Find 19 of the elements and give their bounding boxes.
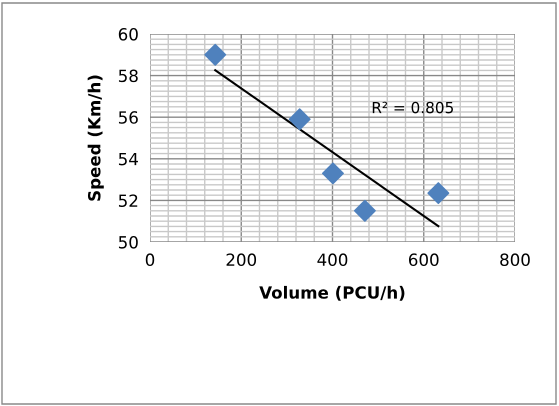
- x-axis-title: Volume (PCU/h): [259, 286, 404, 301]
- point: [204, 44, 226, 66]
- point: [288, 108, 311, 130]
- point: [354, 200, 376, 222]
- x-tick-label: 600: [409, 253, 439, 266]
- y-tick-label: 60: [118, 28, 138, 41]
- x-tick-label: 0: [146, 253, 154, 266]
- x-tick-label: 800: [500, 253, 530, 266]
- y-tick-label: 52: [118, 194, 138, 207]
- x-tick-label: 400: [317, 253, 348, 266]
- y-tick-label: 56: [118, 111, 138, 124]
- annotation: R² = 0.805: [372, 102, 453, 114]
- x-tick-label: 200: [226, 253, 256, 266]
- point: [322, 162, 344, 184]
- point: [427, 182, 450, 204]
- y-tick-label: 54: [118, 152, 138, 166]
- y-axis-title: Speed (Km/h): [88, 76, 104, 201]
- y-tick-label: 50: [118, 236, 138, 249]
- y-tick-label: 58: [118, 70, 138, 82]
